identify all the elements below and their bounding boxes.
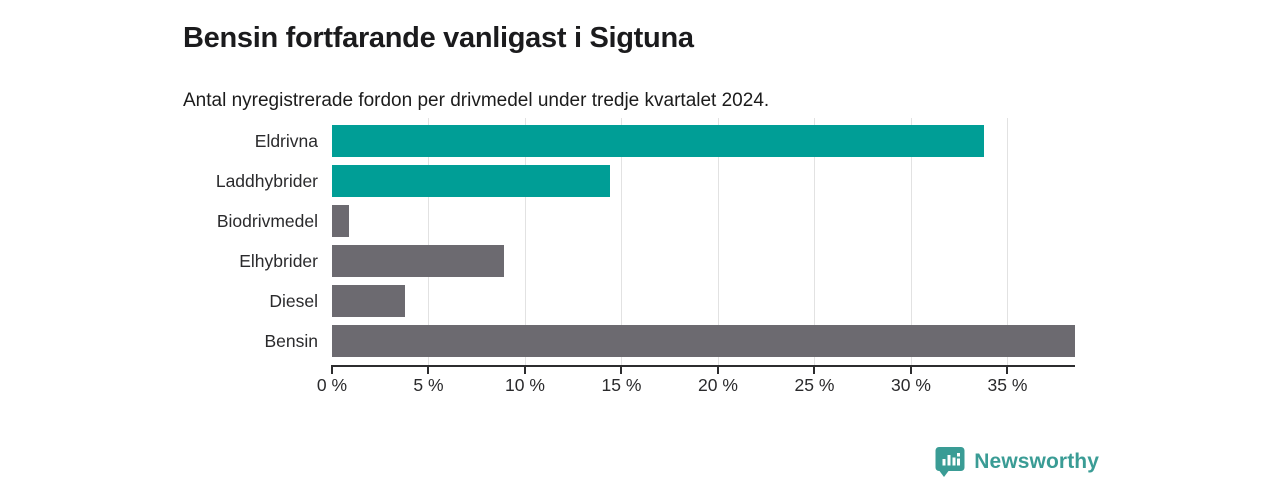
- newsworthy-logo-text: Newsworthy: [974, 450, 1099, 473]
- x-axis-tick: [716, 365, 719, 374]
- x-tick-label: 35 %: [987, 375, 1028, 395]
- gridline-10: [524, 118, 526, 365]
- category-label: Eldrivna: [254, 131, 318, 151]
- category-label: Elhybrider: [239, 251, 318, 271]
- gridline-15: [621, 118, 623, 365]
- x-axis-tick: [909, 365, 912, 374]
- x-axis-tick: [1006, 365, 1009, 374]
- chart-subtitle: Antal nyregistrerade fordon per drivmede…: [183, 90, 770, 111]
- x-axis-tick: [523, 365, 526, 374]
- x-tick-label: 25 %: [794, 375, 835, 395]
- bar-eldrivna: [332, 125, 985, 157]
- category-label: Biodrivmedel: [216, 211, 318, 231]
- x-tick-label: 20 %: [698, 375, 738, 395]
- x-tick-label: 10 %: [505, 375, 545, 395]
- bar-elhybrider: [332, 245, 504, 277]
- gridline-25: [814, 118, 816, 365]
- category-label: Bensin: [264, 331, 318, 351]
- chart-title: Bensin fortfarande vanligast i Sigtuna: [183, 22, 694, 55]
- x-axis-tick: [813, 365, 816, 374]
- x-axis-line: [332, 365, 1075, 367]
- x-tick-label: 5 %: [413, 375, 444, 395]
- gridline-30: [910, 118, 912, 365]
- x-axis-tick: [331, 365, 333, 374]
- category-label: Diesel: [269, 291, 318, 311]
- x-tick-label: 15 %: [601, 375, 642, 395]
- plot-area: Eldrivna Laddhybrider Biodrivmedel Elhybrid…: [216, 118, 1075, 395]
- x-tick-label: 0 %: [316, 375, 348, 395]
- category-label: Laddhybrider: [215, 171, 318, 191]
- x-axis-tick: [427, 365, 430, 374]
- bar-diesel: [332, 285, 406, 317]
- newsworthy-logo: Newsworthy: [935, 446, 1099, 478]
- gridline-5: [428, 118, 430, 365]
- gridline-20: [717, 118, 719, 365]
- x-tick-label: 30 %: [891, 375, 931, 395]
- bar-laddhybrider: [332, 165, 610, 197]
- bar-biodrivmedel: [332, 205, 350, 237]
- bar-chart-speech-bubble-icon: [935, 446, 965, 478]
- gridline-35: [1007, 118, 1009, 365]
- bar-bensin: [332, 325, 1075, 357]
- x-axis-tick: [620, 365, 623, 374]
